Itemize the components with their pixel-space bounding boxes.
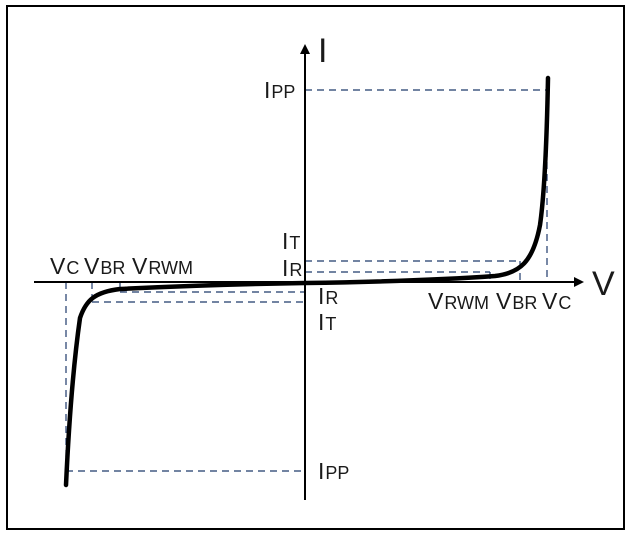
label-ipp-top: IPP — [264, 77, 295, 103]
diagram-frame — [6, 5, 625, 530]
label-vc-right: VC — [542, 288, 571, 314]
guide-lines — [65, 89, 548, 472]
label-vbr-left: VBR — [84, 253, 125, 279]
label-it-bottom: IT — [318, 309, 336, 335]
iv-curve — [63, 75, 551, 488]
label-it-top: IT — [282, 228, 300, 254]
label-ipp-bottom: IPP — [318, 458, 349, 484]
y-axis-label: I — [318, 32, 327, 70]
label-vc-left: VC — [50, 253, 79, 279]
x-axis-label: V — [592, 265, 615, 303]
label-vrwm-left: VRWM — [132, 253, 193, 279]
label-ir-bottom: IR — [318, 283, 338, 309]
label-vbr-right: VBR — [496, 288, 537, 314]
label-ir-top: IR — [282, 255, 302, 281]
label-vrwm-right: VRWM — [428, 288, 489, 314]
